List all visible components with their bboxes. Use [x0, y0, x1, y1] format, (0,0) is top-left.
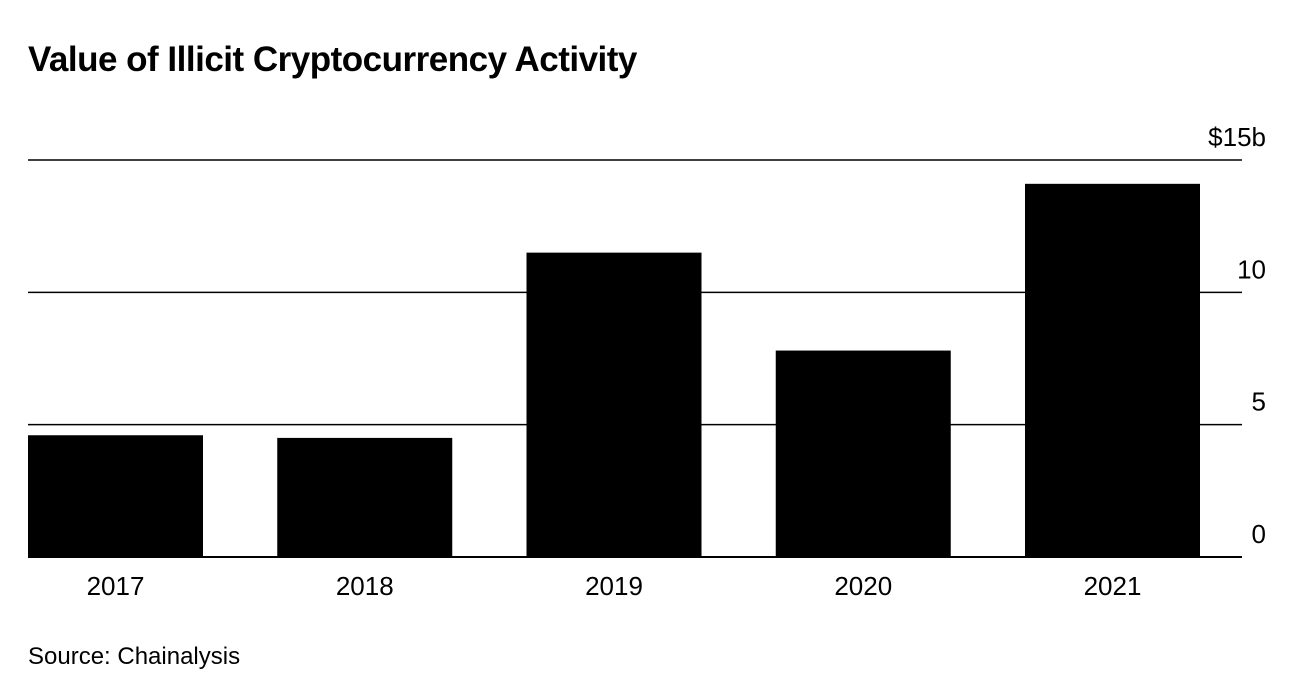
x-category-label: 2020	[834, 571, 892, 601]
bar-2019	[526, 252, 702, 557]
bars	[28, 183, 1200, 557]
y-tick-label: 0	[1252, 519, 1266, 549]
x-category-label: 2021	[1084, 571, 1142, 601]
source-note: Source: Chainalysis	[28, 643, 241, 670]
bar-2021	[1025, 183, 1200, 557]
x-category-label: 2017	[87, 571, 145, 601]
x-axis-categories: 2017 2018 2019 2020 2021	[87, 571, 1142, 601]
y-tick-label: $15b	[1208, 122, 1266, 152]
y-tick-label: 10	[1237, 254, 1266, 284]
bar-2018	[277, 437, 453, 557]
x-category-label: 2018	[336, 571, 394, 601]
chart-title: Value of Illicit Cryptocurrency Activity	[28, 40, 637, 79]
bar-2020	[775, 350, 951, 557]
bar-2017	[28, 435, 203, 557]
y-tick-label: 5	[1252, 387, 1266, 417]
x-category-label: 2019	[585, 571, 643, 601]
y-axis-ticks: 0 5 10 $15b	[1208, 122, 1266, 549]
